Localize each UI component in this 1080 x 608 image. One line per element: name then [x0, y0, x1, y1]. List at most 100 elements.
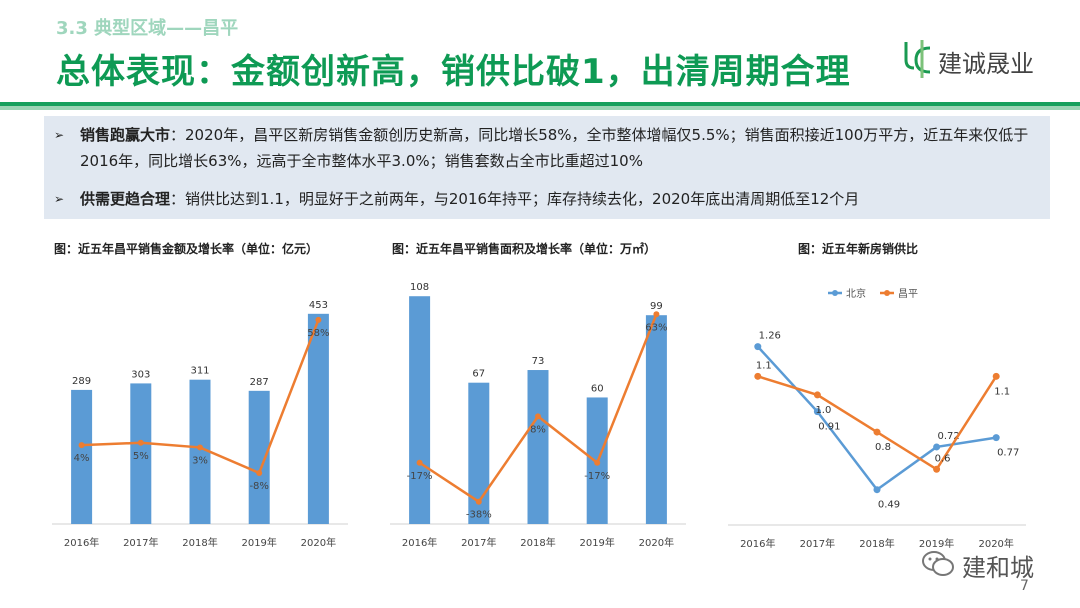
growth-point [137, 439, 144, 446]
header-divider [0, 102, 1080, 106]
chart-caption-ratio: 图：近五年新房销供比 [798, 242, 919, 256]
series-value-label: 0.72 [937, 431, 959, 442]
growth-label: -17% [584, 471, 610, 482]
x-tick-label: 2020年 [978, 537, 1013, 550]
bar [189, 379, 211, 524]
x-tick-label: 2018年 [859, 537, 894, 550]
x-tick-label: 2019年 [241, 536, 276, 549]
bar [130, 383, 152, 524]
chart-caption-area: 图：近五年昌平销售面积及增长率（单位：万㎡） [392, 242, 657, 256]
bar-value-label: 108 [410, 282, 429, 293]
series-value-label: 0.6 [935, 453, 951, 464]
growth-label: 3% [192, 455, 208, 466]
growth-label: 8% [530, 424, 546, 435]
x-tick-label: 2020年 [639, 536, 674, 549]
growth-label: 5% [133, 451, 149, 462]
x-tick-label: 2019年 [919, 537, 954, 550]
bar [409, 296, 431, 524]
bullet-arrow-icon: ➢ [54, 192, 65, 206]
growth-point [315, 316, 322, 323]
series-value-label: 0.91 [818, 422, 840, 433]
series-point [754, 372, 762, 380]
bar [645, 315, 667, 524]
bullet-text: ：销供比达到1.1，明显好于之前两年，与2016年持平；库存持续去化，2020年… [170, 190, 860, 208]
bar-value-label: 289 [72, 376, 91, 387]
series-line [756, 345, 997, 492]
series-value-label: 0.49 [878, 500, 900, 511]
bar-value-label: 287 [250, 377, 269, 388]
x-tick-label: 2017年 [123, 536, 158, 549]
growth-point [535, 413, 541, 420]
chart-supply-ratio: 北京 昌平 2016年 2017年 2018年 2019年 2020年 1.26 0.91 0.4… [728, 287, 1026, 550]
growth-point [197, 444, 203, 451]
series-value-label: 0.8 [875, 442, 891, 453]
logo-mark-icon [904, 40, 931, 78]
growth-label: -8% [249, 481, 268, 492]
x-tick-label: 2018年 [520, 536, 555, 549]
wechat-icon [922, 551, 954, 576]
chart-sales-amount: 289 2016年 303 2017年 311 2018年 287 2019年 453 2020年… [52, 300, 348, 549]
growth-point [256, 469, 263, 476]
growth-label: 63% [645, 322, 667, 333]
bar [71, 389, 93, 524]
series-value-label: 1.1 [756, 360, 772, 371]
series-point [873, 428, 881, 436]
watermark: 建和城 [922, 546, 1062, 582]
growth-point [78, 442, 85, 449]
x-tick-label: 2017年 [800, 537, 835, 550]
x-tick-label: 2016年 [740, 537, 775, 550]
page-title: 总体表现：金额创新高，销供比破1，出清周期合理 [56, 52, 851, 92]
chart-sales-area: 108 2016年 67 2017年 73 2018年 60 2019年 99 2020年 -17%… [390, 282, 686, 549]
summary-box: ➢ 销售跑赢大市：2020年，昌平区新房销售金额创历史新高，同比增长58%，全市… [44, 116, 1050, 219]
bullet-label: 销售跑赢大市 [80, 126, 171, 144]
legend-label: 北京 [846, 287, 866, 300]
legend-marker [884, 290, 890, 296]
x-tick-label: 2019年 [579, 536, 614, 549]
growth-label: -38% [466, 510, 492, 521]
header-divider-light [0, 106, 1080, 110]
bar-value-label: 453 [309, 300, 328, 311]
company-logo: 建诚晟业 [900, 38, 1060, 80]
series-point [813, 408, 821, 416]
bar [527, 370, 549, 524]
growth-point [653, 311, 660, 318]
series-point [754, 343, 762, 351]
series-point [933, 465, 941, 473]
bullet-arrow-icon: ➢ [54, 128, 65, 142]
bar [248, 390, 270, 524]
bar-value-label: 73 [532, 356, 545, 367]
series-point [813, 391, 821, 399]
section-title: 3.3 典型区域——昌平 [56, 18, 239, 39]
bullet-text: ：2020年，昌平区新房销售金额创历史新高，同比增长58%，全市整体增幅仅5.5… [80, 126, 1029, 170]
growth-point [475, 498, 482, 505]
series-line [757, 375, 998, 471]
bar-value-label: 60 [591, 383, 604, 394]
x-tick-label: 2016年 [64, 536, 99, 549]
series-value-label: 0.77 [997, 448, 1019, 459]
legend-marker [832, 290, 838, 296]
x-tick-label: 2017年 [461, 536, 496, 549]
watermark-text: 建和城 [962, 554, 1034, 582]
growth-point [416, 459, 423, 466]
series-value-label: 1.1 [994, 386, 1010, 397]
logo-text: 建诚晟业 [938, 50, 1034, 78]
growth-label: 4% [74, 453, 90, 464]
bar [468, 382, 490, 524]
x-tick-label: 2018年 [182, 536, 217, 549]
page-number: 7 [1020, 578, 1029, 594]
bar [307, 313, 329, 524]
growth-label: -17% [407, 471, 433, 482]
growth-point [594, 459, 601, 466]
series-point [933, 443, 941, 451]
bullet-label: 供需更趋合理 [80, 190, 171, 208]
bar-value-label: 311 [190, 366, 209, 377]
legend-label: 昌平 [898, 288, 918, 300]
series-point [992, 372, 1000, 380]
bar-value-label: 67 [472, 369, 485, 380]
x-tick-label: 2020年 [301, 536, 336, 549]
x-tick-label: 2016年 [402, 536, 437, 549]
growth-label: 58% [307, 328, 329, 339]
series-point [992, 434, 1000, 442]
series-point [873, 486, 881, 494]
series-value-label: 1.0 [815, 405, 831, 416]
